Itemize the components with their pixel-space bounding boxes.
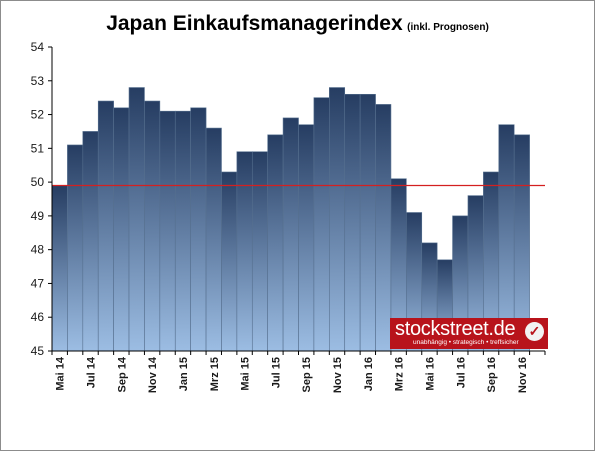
bar <box>128 87 145 352</box>
y-tick-label: 48 <box>31 243 45 257</box>
logo-tagline: unabhängig • strategisch • treffsicher <box>413 339 519 346</box>
chart-title-block: Japan Einkaufsmanagerindex (inkl. Progno… <box>0 12 595 36</box>
bar <box>282 117 299 352</box>
bar <box>97 100 114 352</box>
y-tick-label: 46 <box>31 310 45 324</box>
x-tick-label: Sep 14 <box>116 356 128 392</box>
x-tick-label: Mai 16 <box>424 357 436 391</box>
x-tick-label: Nov 16 <box>517 357 529 393</box>
x-tick-label: Sep 16 <box>486 357 498 392</box>
bar <box>313 97 330 352</box>
x-axis-ticks: Mai 14 Jul 14 Sep 14 Nov 14 Jan 15 Mrz 15 Mai … <box>51 351 546 393</box>
x-tick-label: Jan 16 <box>363 357 375 391</box>
bar <box>190 107 207 352</box>
x-tick-label: Nov 15 <box>332 357 344 393</box>
bar <box>344 93 361 352</box>
x-tick-label: Jul 15 <box>270 357 282 388</box>
x-tick-label: Mai 14 <box>55 356 67 391</box>
y-tick-label: 54 <box>31 40 45 54</box>
bar <box>144 100 161 352</box>
x-tick-label: Jan 15 <box>178 357 190 391</box>
bar <box>251 151 268 352</box>
bar <box>221 171 238 352</box>
chart-subtitle: (inkl. Prognosen) <box>407 22 489 33</box>
bar <box>82 131 99 352</box>
bar <box>236 151 253 352</box>
stockstreet-logo: stockstreet.de unabhängig • strategisch … <box>390 318 548 349</box>
y-axis-ticks: 45 46 47 48 49 50 51 52 53 54 <box>31 40 52 358</box>
bar <box>159 110 176 352</box>
x-tick-label: Nov 14 <box>147 356 159 393</box>
bar-series <box>51 87 530 352</box>
x-tick-label: Mrz 15 <box>209 357 221 391</box>
bar <box>113 107 130 352</box>
y-tick-label: 47 <box>31 276 45 290</box>
x-tick-label: Mai 15 <box>240 357 252 391</box>
bar <box>375 104 392 352</box>
bar <box>51 185 68 352</box>
y-tick-label: 52 <box>31 108 45 122</box>
bar <box>359 93 376 352</box>
bar <box>298 124 315 352</box>
bar <box>67 144 84 352</box>
bar <box>174 110 191 352</box>
bar <box>329 87 346 352</box>
y-tick-label: 53 <box>31 74 45 88</box>
chart-title: Japan Einkaufsmanagerindex <box>106 12 403 35</box>
x-tick-label: Sep 15 <box>301 357 313 392</box>
x-tick-label: Mrz 16 <box>394 357 406 391</box>
logo-name: stockstreet.de <box>395 318 516 340</box>
x-tick-label: Jul 16 <box>455 357 467 388</box>
bar <box>267 134 284 352</box>
y-tick-label: 45 <box>31 344 45 358</box>
y-tick-label: 49 <box>31 209 45 223</box>
checkmark-icon: ✓ <box>525 322 544 341</box>
y-tick-label: 51 <box>31 141 45 155</box>
bar <box>205 127 222 352</box>
x-tick-label: Jul 14 <box>86 356 98 388</box>
y-tick-label: 50 <box>31 175 45 189</box>
